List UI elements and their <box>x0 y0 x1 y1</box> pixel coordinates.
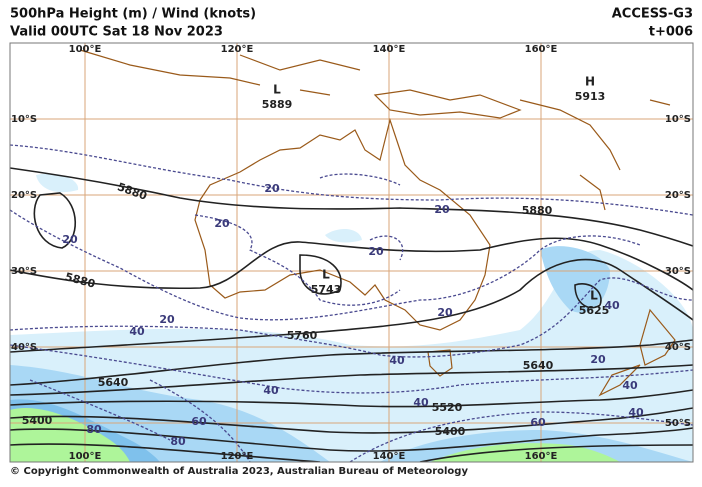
pressure-center-symbol: L <box>590 289 598 303</box>
lat-label-left: 30°S <box>11 266 37 277</box>
pressure-center-value: 5913 <box>575 90 606 103</box>
lead-time: t+006 <box>649 25 693 40</box>
lon-label-top: 100°E <box>69 44 102 55</box>
lon-label-bottom: 100°E <box>69 451 102 462</box>
lat-label-left: 20°S <box>11 190 37 201</box>
pressure-center-symbol: H <box>585 75 595 89</box>
title: 500hPa Height (m) / Wind (knots) <box>10 7 256 22</box>
wind-isotach-label: 20 <box>214 217 230 230</box>
coastlines <box>79 49 676 397</box>
map-frame <box>9 42 694 463</box>
lon-label-bottom: 160°E <box>525 451 558 462</box>
lat-label-left: 40°S <box>11 342 37 353</box>
lon-label-top: 160°E <box>525 44 558 55</box>
lat-label-right: 40°S <box>665 342 691 353</box>
wind-isotach-label: 40 <box>604 299 620 312</box>
lat-label-right: 10°S <box>665 114 691 125</box>
height-contour-label: 5880 <box>522 204 553 217</box>
height-contour-label: 5640 <box>98 376 129 389</box>
height-contour-label: 5400 <box>22 414 53 427</box>
wind-isotach-label: 80 <box>170 435 186 448</box>
lat-label-right: 20°S <box>665 190 691 201</box>
height-contour-label: 5640 <box>523 359 554 372</box>
pressure-center-value: 5625 <box>579 304 610 317</box>
wind-isotach-label: 20 <box>62 233 78 246</box>
wind-isotach-label: 80 <box>86 423 102 436</box>
model-name: ACCESS-G3 <box>612 7 693 22</box>
wind-isotach-label: 20 <box>159 313 175 326</box>
lon-label-bottom: 140°E <box>373 451 406 462</box>
wind-isotach-label: 40 <box>129 325 145 338</box>
wind-isotach-label: 20 <box>434 203 450 216</box>
copyright: © Copyright Commonwealth of Australia 20… <box>10 466 468 477</box>
wind-isotach-label: 40 <box>389 354 405 367</box>
height-contour-label: 5400 <box>435 425 466 438</box>
wind-isotach-label: 40 <box>413 396 429 409</box>
valid-time: Valid 00UTC Sat 18 Nov 2023 <box>10 25 223 40</box>
pressure-center-value: 5889 <box>262 98 293 111</box>
wind-isotach-label: 20 <box>437 306 453 319</box>
pressure-center-value: 5743 <box>311 283 342 296</box>
map-area <box>10 43 693 462</box>
lat-label-right: 30°S <box>665 266 691 277</box>
wind-isotach-label: 60 <box>530 416 546 429</box>
wind-isotach-label: 40 <box>263 384 279 397</box>
wind-isotach-label: 60 <box>191 415 207 428</box>
lon-label-top: 140°E <box>373 44 406 55</box>
wind-isotach-label: 20 <box>264 182 280 195</box>
height-contour-label: 5760 <box>287 329 318 342</box>
height-contour-label: 5520 <box>432 401 463 414</box>
wind-isotachs <box>10 144 693 462</box>
wind-isotach-label: 20 <box>590 353 606 366</box>
lat-label-left: 10°S <box>11 114 37 125</box>
pressure-center-symbol: L <box>273 83 281 97</box>
lon-label-bottom: 120°E <box>221 451 254 462</box>
wind-isotach-label: 40 <box>628 406 644 419</box>
lon-label-top: 120°E <box>221 44 254 55</box>
wind-isotach-label: 20 <box>368 245 384 258</box>
height-contours <box>10 167 693 462</box>
lat-label-right: 50°S <box>665 418 691 429</box>
wind-isotach-label: 40 <box>622 379 638 392</box>
pressure-center-symbol: L <box>322 268 330 282</box>
